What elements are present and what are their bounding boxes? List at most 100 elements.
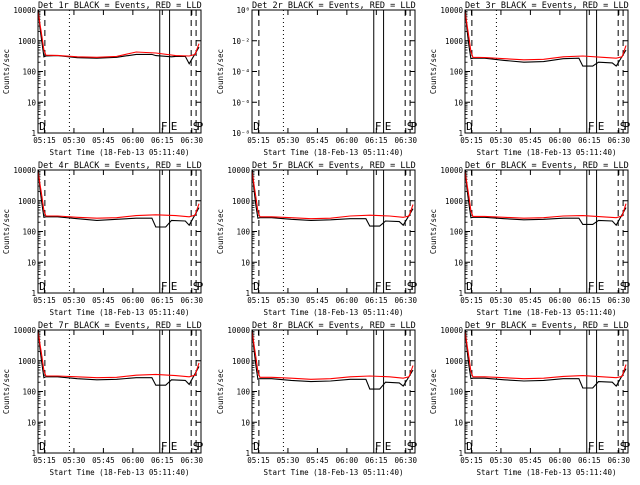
- lld-series-line: [38, 171, 200, 219]
- y-tick-label: 1: [245, 449, 250, 458]
- panel-title: Det 1r BLACK = Events, RED = LLD: [38, 1, 202, 11]
- events-series-line: [465, 170, 627, 227]
- x-tick-label: 06:15: [151, 456, 174, 465]
- y-tick-label: 10000: [13, 326, 36, 335]
- event-marker-letter: E: [598, 440, 605, 453]
- lld-series-line: [38, 331, 200, 379]
- x-tick-label: 06:00: [122, 456, 145, 465]
- x-tick-label: 06:30: [394, 136, 417, 145]
- y-axis-label: Counts/sec: [216, 369, 225, 414]
- event-marker-letter: P: [624, 120, 631, 133]
- event-marker-letter: E: [171, 440, 178, 453]
- detector-panel-7: Det 7r BLACK = Events, RED = LLD Counts/s…: [2, 321, 204, 477]
- event-marker-letter: D: [466, 440, 473, 453]
- y-tick-label: 1000: [18, 197, 37, 206]
- y-tick-label: 100: [449, 388, 463, 397]
- y-tick-label: 10: [454, 98, 464, 107]
- lld-series-line: [252, 331, 414, 380]
- y-tick-label: 1: [458, 289, 463, 298]
- event-marker-letter: S: [620, 280, 627, 293]
- y-axis-label: Counts/sec: [216, 49, 225, 94]
- event-marker-letter: D: [253, 120, 260, 133]
- events-series-line: [38, 330, 200, 386]
- plot-frame: [37, 329, 202, 454]
- event-marker-letter: P: [411, 120, 418, 133]
- x-tick-label: 06:15: [151, 296, 174, 305]
- x-axis-label: Start Time (18-Feb-13 05:11:40): [264, 148, 404, 157]
- x-tick-label: 05:30: [490, 296, 513, 305]
- event-marker-letter: E: [385, 440, 392, 453]
- x-tick-label: 06:00: [336, 296, 359, 305]
- x-tick-label: 05:45: [92, 296, 115, 305]
- y-tick-label: 100: [449, 228, 463, 237]
- event-marker-letter: F: [161, 280, 168, 293]
- detector-panel-3: Det 3r BLACK = Events, RED = LLD Counts/s…: [429, 1, 631, 157]
- event-marker-letter: S: [407, 120, 414, 133]
- y-tick-label: 100: [22, 228, 36, 237]
- y-tick-label: 1: [31, 449, 36, 458]
- event-marker-letter: F: [375, 120, 382, 133]
- y-tick-label: 100: [236, 228, 250, 237]
- x-tick-label: 05:15: [460, 456, 483, 465]
- event-marker-letter: E: [171, 120, 178, 133]
- panel-title: Det 8r BLACK = Events, RED = LLD: [252, 321, 416, 331]
- event-marker-letter: P: [624, 280, 631, 293]
- x-tick-label: 05:15: [33, 136, 56, 145]
- x-axis-label: Start Time (18-Feb-13 05:11:40): [264, 468, 404, 477]
- x-tick-label: 06:30: [394, 456, 417, 465]
- y-axis-label: Counts/sec: [2, 369, 11, 414]
- y-tick-label: 10000: [227, 166, 250, 175]
- event-marker-letter: P: [197, 120, 204, 133]
- y-tick-label: 10: [454, 418, 464, 427]
- y-tick-label: 10: [241, 418, 251, 427]
- x-tick-label: 06:15: [365, 296, 388, 305]
- x-tick-label: 05:15: [460, 136, 483, 145]
- x-tick-label: 06:00: [549, 296, 572, 305]
- event-marker-letter: E: [385, 280, 392, 293]
- detector-panel-2: Det 2r BLACK = Events, RED = LLD Counts/s…: [216, 1, 418, 157]
- plot-frame: [464, 9, 629, 134]
- y-tick-label: 10: [27, 418, 37, 427]
- x-tick-label: 06:30: [607, 136, 630, 145]
- x-tick-label: 05:30: [490, 136, 513, 145]
- x-tick-label: 05:45: [306, 296, 329, 305]
- lld-series-line: [252, 171, 414, 220]
- y-tick-label: 1000: [445, 197, 464, 206]
- events-series-line: [252, 170, 414, 227]
- y-tick-label: 1000: [445, 357, 464, 366]
- detector-panel-5: Det 5r BLACK = Events, RED = LLD Counts/s…: [216, 161, 418, 317]
- y-tick-label: 10000: [227, 326, 250, 335]
- x-tick-label: 06:15: [365, 456, 388, 465]
- event-marker-letter: S: [407, 440, 414, 453]
- panel-title: Det 9r BLACK = Events, RED = LLD: [465, 321, 629, 331]
- x-tick-label: 06:00: [549, 456, 572, 465]
- event-marker-letter: F: [375, 280, 382, 293]
- event-marker-letter: D: [39, 440, 46, 453]
- y-tick-label: 100: [22, 388, 36, 397]
- x-tick-label: 05:15: [247, 296, 270, 305]
- y-tick-label: 1000: [445, 37, 464, 46]
- event-marker-letter: F: [161, 440, 168, 453]
- x-axis-label: Start Time (18-Feb-13 05:11:40): [50, 148, 190, 157]
- x-axis-label: Start Time (18-Feb-13 05:11:40): [477, 468, 617, 477]
- x-tick-label: 06:15: [578, 136, 601, 145]
- y-tick-label: 100: [22, 68, 36, 77]
- x-tick-label: 05:30: [277, 456, 300, 465]
- x-tick-label: 06:15: [578, 456, 601, 465]
- event-marker-letter: D: [253, 280, 260, 293]
- y-tick-label: 10: [27, 258, 37, 267]
- event-marker-letter: F: [161, 120, 168, 133]
- y-tick-label: 10⁰: [236, 6, 250, 15]
- x-tick-label: 05:30: [63, 136, 86, 145]
- y-tick-label: 1000: [232, 197, 251, 206]
- y-axis-label: Counts/sec: [2, 209, 11, 254]
- event-marker-letter: D: [466, 120, 473, 133]
- event-marker-letter: S: [407, 280, 414, 293]
- x-tick-label: 05:45: [306, 456, 329, 465]
- event-marker-letter: D: [466, 280, 473, 293]
- y-tick-label: 100: [449, 68, 463, 77]
- event-marker-letter: P: [197, 280, 204, 293]
- x-axis-label: Start Time (18-Feb-13 05:11:40): [264, 308, 404, 317]
- panel-title: Det 6r BLACK = Events, RED = LLD: [465, 161, 629, 171]
